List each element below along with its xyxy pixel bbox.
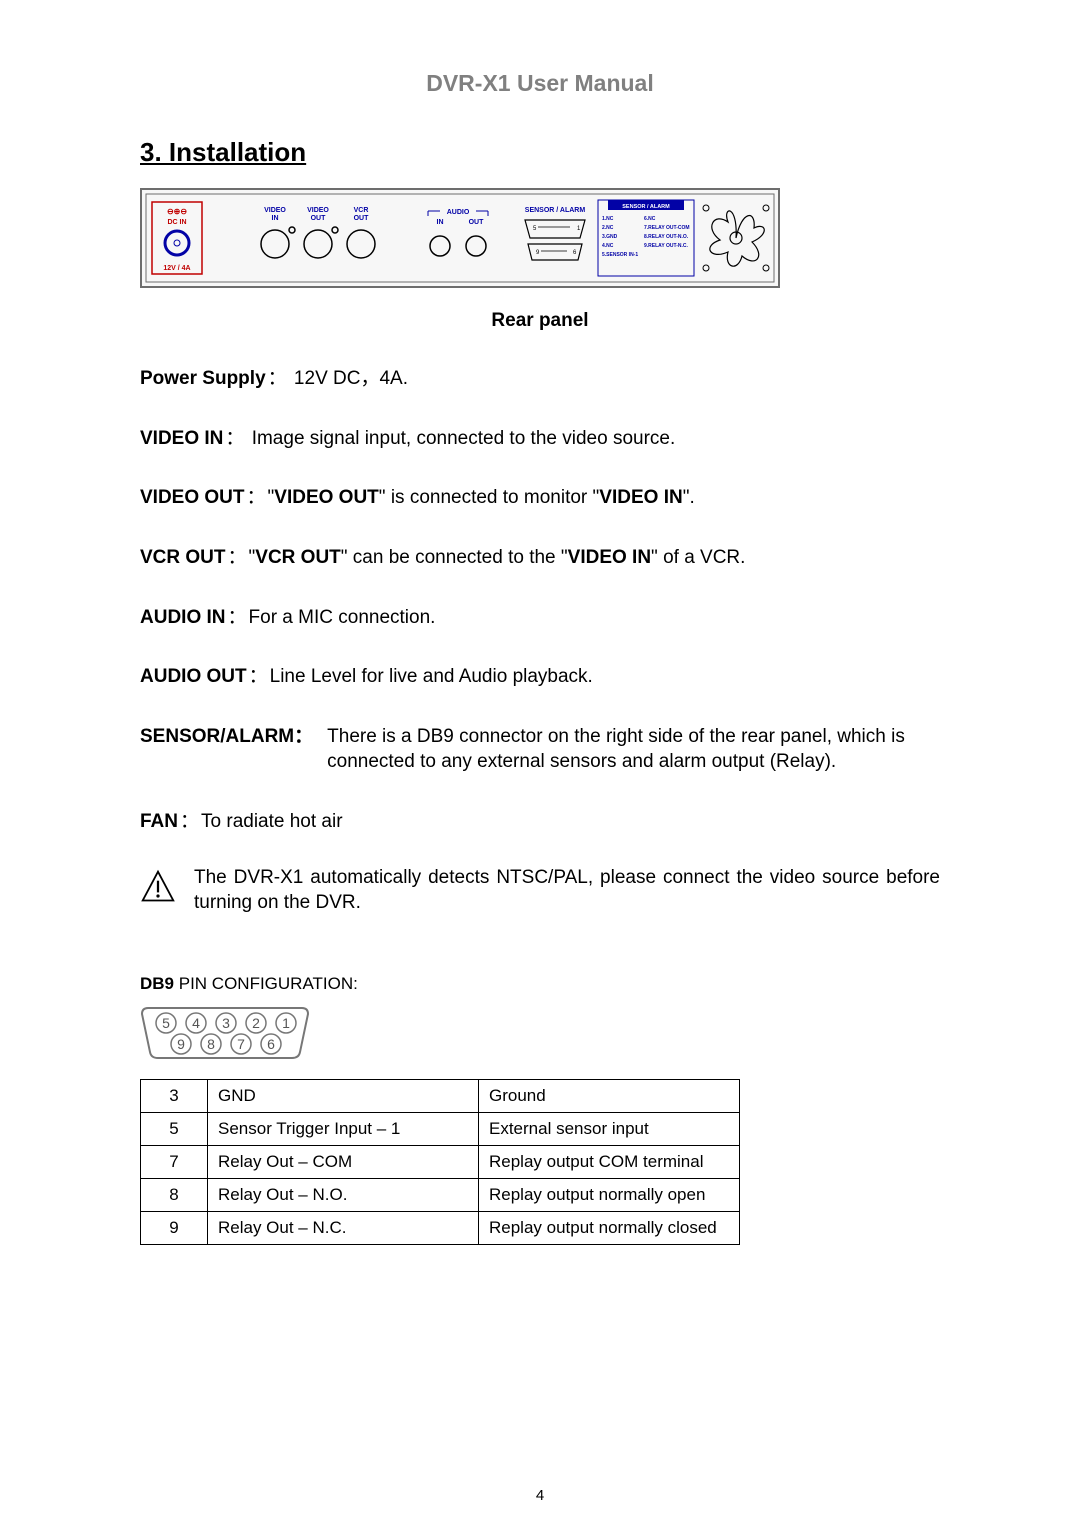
svg-text:9.RELAY OUT-N.C.: 9.RELAY OUT-N.C.: [644, 243, 689, 249]
table-row: 8Relay Out – N.O.Replay output normally …: [141, 1179, 740, 1212]
svg-text:1: 1: [282, 1015, 290, 1031]
svg-text:4: 4: [192, 1015, 200, 1031]
def-power-supply: Power Supply： 12V DC，4A.: [140, 366, 940, 392]
table-row: 3GNDGround: [141, 1080, 740, 1113]
pin-name: Relay Out – N.C.: [208, 1212, 479, 1245]
definitions-block: Power Supply： 12V DC，4A. VIDEO IN： Image…: [140, 366, 940, 916]
def-vcr-out: VCR OUT："VCR OUT" can be connected to th…: [140, 545, 940, 571]
svg-text:VIDEO: VIDEO: [264, 207, 286, 214]
svg-text:3.GND: 3.GND: [602, 234, 618, 240]
def-value: 12V DC，4A.: [289, 368, 408, 389]
def-video-out: VIDEO OUT："VIDEO OUT" is connected to mo…: [140, 485, 940, 511]
svg-text:AUDIO: AUDIO: [447, 209, 470, 216]
svg-text:OUT: OUT: [354, 215, 370, 222]
svg-text:SENSOR / ALARM: SENSOR / ALARM: [525, 207, 586, 214]
pin-number: 7: [141, 1146, 208, 1179]
svg-text:7.RELAY OUT-COM: 7.RELAY OUT-COM: [644, 225, 690, 231]
pin-description: Replay output normally open: [479, 1179, 740, 1212]
svg-text:6.NC: 6.NC: [644, 216, 656, 222]
svg-text:IN: IN: [272, 215, 279, 222]
table-row: 5Sensor Trigger Input – 1External sensor…: [141, 1113, 740, 1146]
pin-name: Relay Out – COM: [208, 1146, 479, 1179]
svg-text:5: 5: [162, 1015, 170, 1031]
svg-text:IN: IN: [437, 219, 444, 226]
svg-text:5.SENSOR IN-1: 5.SENSOR IN-1: [602, 252, 638, 258]
pin-description: Ground: [479, 1080, 740, 1113]
note-text: The DVR-X1 automatically detects NTSC/PA…: [194, 865, 940, 916]
pin-number: 9: [141, 1212, 208, 1245]
pin-name: Relay Out – N.O.: [208, 1179, 479, 1212]
pin-number: 3: [141, 1080, 208, 1113]
rear-panel-diagram: ⊖⊕⊖ DC IN 12V / 4A VIDEOIN VIDEOOUT VCRO…: [140, 188, 940, 288]
db9-heading: DB9 PIN CONFIGURATION:: [140, 974, 940, 994]
def-label: VIDEO IN: [140, 428, 223, 449]
svg-text:3: 3: [222, 1015, 230, 1031]
svg-text:12V / 4A: 12V / 4A: [163, 265, 190, 272]
svg-text:OUT: OUT: [469, 219, 485, 226]
section-heading: 3. Installation: [140, 137, 940, 168]
ntsc-pal-note: The DVR-X1 automatically detects NTSC/PA…: [140, 865, 940, 916]
svg-text:7: 7: [237, 1036, 245, 1052]
def-label: VCR OUT: [140, 547, 226, 568]
def-audio-in: AUDIO IN：For a MIC connection.: [140, 605, 940, 631]
svg-text:4.NC: 4.NC: [602, 243, 614, 249]
def-label: Power Supply: [140, 368, 266, 389]
table-row: 7Relay Out – COMReplay output COM termin…: [141, 1146, 740, 1179]
svg-text:⊖⊕⊖: ⊖⊕⊖: [167, 207, 187, 216]
def-value: Image signal input, connected to the vid…: [246, 428, 675, 449]
def-fan: FAN：To radiate hot air: [140, 809, 940, 835]
def-video-in: VIDEO IN： Image signal input, connected …: [140, 426, 940, 452]
rear-panel-caption: Rear panel: [140, 310, 940, 332]
def-audio-out: AUDIO OUT：Line Level for live and Audio …: [140, 664, 940, 690]
svg-text:6: 6: [267, 1036, 275, 1052]
svg-text:OUT: OUT: [311, 215, 327, 222]
svg-text:8: 8: [207, 1036, 215, 1052]
pin-description: External sensor input: [479, 1113, 740, 1146]
pin-name: GND: [208, 1080, 479, 1113]
def-value: Line Level for live and Audio playback.: [270, 666, 593, 687]
svg-text:8.RELAY OUT-N.O.: 8.RELAY OUT-N.O.: [644, 234, 689, 240]
svg-text:2.NC: 2.NC: [602, 225, 614, 231]
def-value: To radiate hot air: [201, 811, 343, 832]
pin-configuration-table: 3GNDGround5Sensor Trigger Input – 1Exter…: [140, 1079, 740, 1245]
page-number: 4: [0, 1487, 1080, 1504]
def-label: AUDIO OUT: [140, 666, 247, 687]
table-row: 9Relay Out – N.C.Replay output normally …: [141, 1212, 740, 1245]
svg-text:VIDEO: VIDEO: [307, 207, 329, 214]
svg-text:SENSOR / ALARM: SENSOR / ALARM: [622, 204, 670, 210]
pin-description: Replay output normally closed: [479, 1212, 740, 1245]
svg-text:DC IN: DC IN: [167, 219, 186, 226]
pin-number: 5: [141, 1113, 208, 1146]
def-value: For a MIC connection.: [249, 607, 436, 628]
pin-description: Replay output COM terminal: [479, 1146, 740, 1179]
svg-text:2: 2: [252, 1015, 260, 1031]
def-label: VIDEO OUT: [140, 487, 245, 508]
svg-text:VCR: VCR: [354, 207, 369, 214]
warning-icon: [140, 869, 176, 905]
def-sensor-alarm: SENSOR/ALARM： There is a DB9 connector o…: [140, 724, 940, 775]
document-title: DVR-X1 User Manual: [140, 70, 940, 97]
db9-pin-diagram: 5 4 3 2 1 9 8 7 6: [140, 1006, 310, 1060]
pin-number: 8: [141, 1179, 208, 1212]
svg-text:9: 9: [177, 1036, 185, 1052]
def-value: There is a DB9 connector on the right si…: [327, 724, 940, 775]
svg-text:1.NC: 1.NC: [602, 216, 614, 222]
def-label: FAN: [140, 811, 178, 832]
def-label: AUDIO IN: [140, 607, 226, 628]
pin-name: Sensor Trigger Input – 1: [208, 1113, 479, 1146]
